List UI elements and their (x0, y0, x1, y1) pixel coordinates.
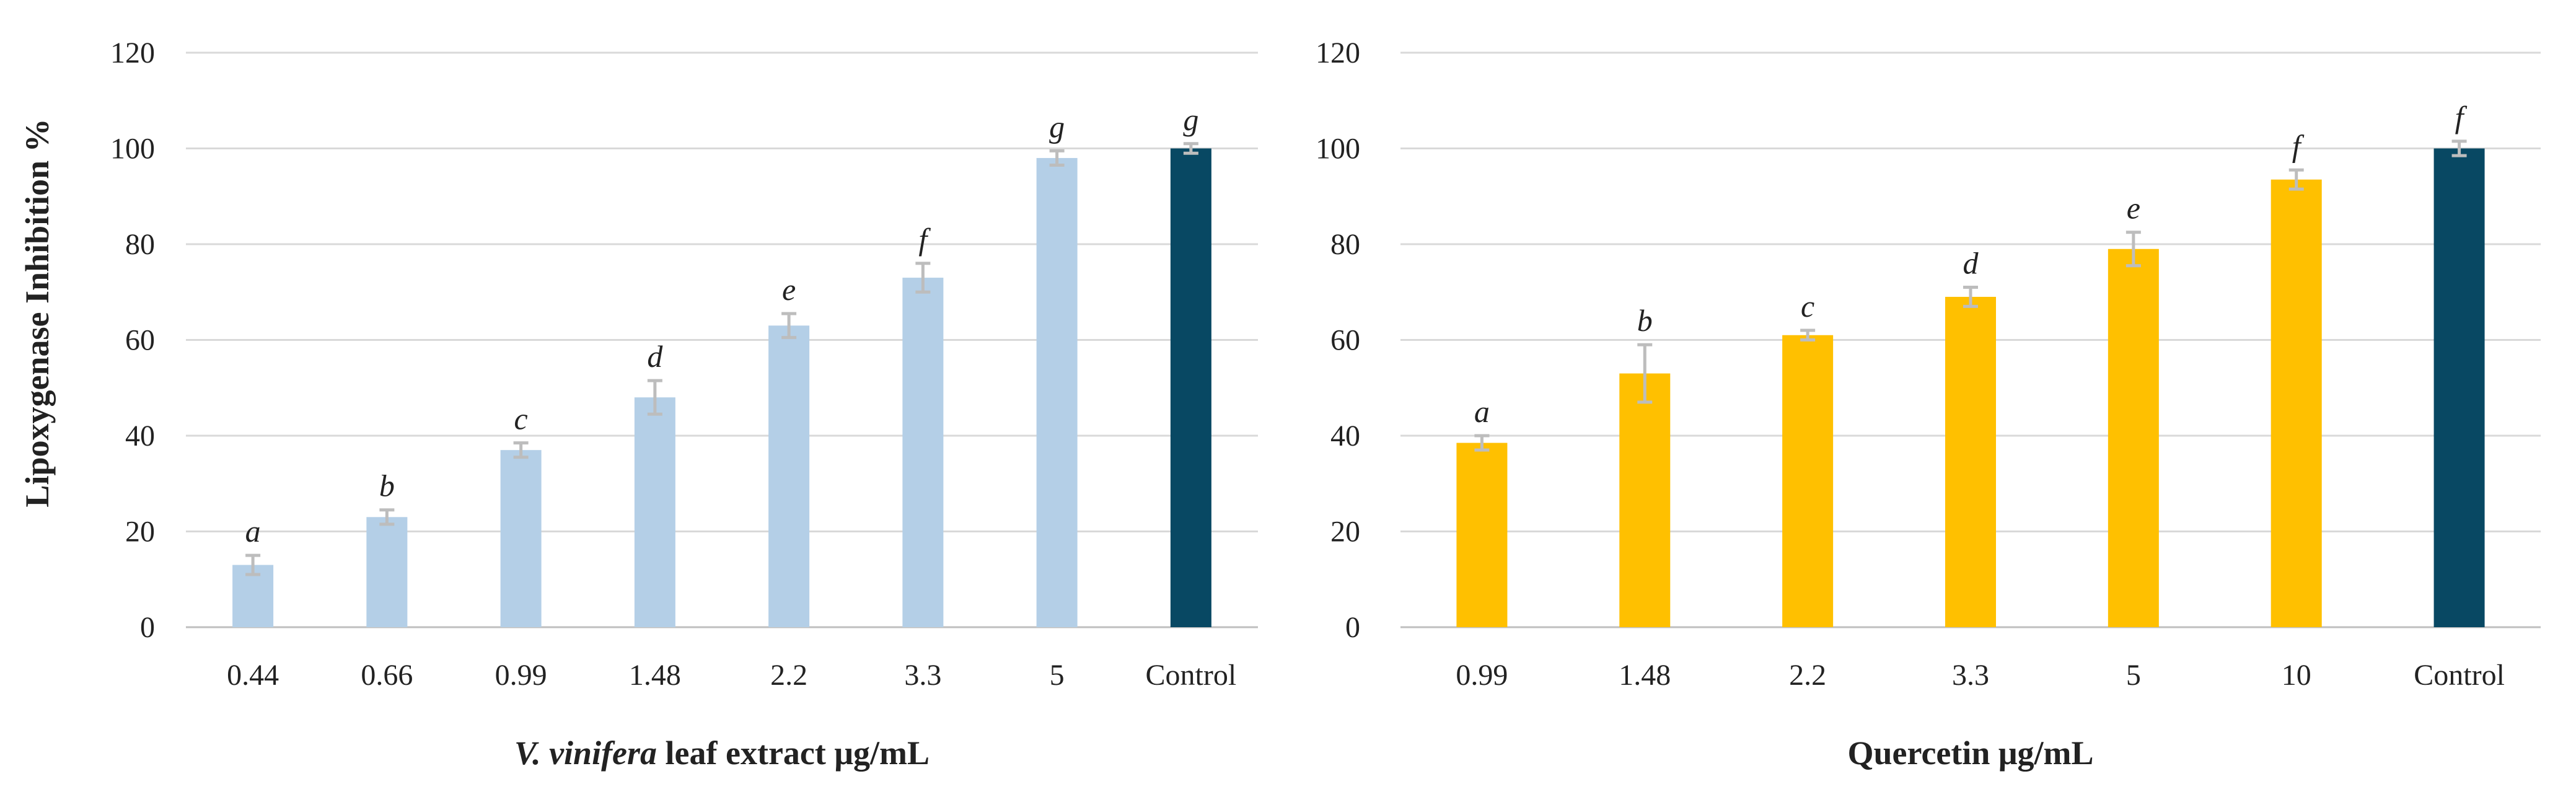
significance-letter: c (1801, 289, 1814, 324)
bar (902, 278, 944, 627)
y-tick-label: 80 (1330, 228, 1360, 261)
quercetin-chart: 0 20 40 60 80 100 120 a 0.99 b 1.48 c 2.2 d 3.3 e 5 f 10 f C… (1316, 37, 2541, 772)
significance-letter: e (2127, 191, 2140, 226)
bar (1782, 335, 1834, 627)
significance-letter: d (1963, 246, 1979, 281)
x-axis-label-units: leaf extract μg/mL (657, 734, 930, 772)
x-axis-label: Quercetin μg/mL (1847, 734, 2093, 772)
bar (768, 325, 810, 627)
x-axis-label-italic: V. vinifera (514, 734, 657, 772)
bar (1456, 443, 1508, 627)
significance-letter: e (782, 272, 796, 307)
significance-letter: b (379, 469, 395, 503)
x-tick-label: 1.48 (1619, 659, 1671, 692)
y-tick-label: 60 (125, 324, 155, 357)
significance-letter: b (1637, 303, 1653, 338)
y-tick-label: 20 (125, 516, 155, 548)
bar (1170, 148, 1211, 627)
significance-letter: g (1049, 109, 1065, 144)
y-tick-label: 0 (1345, 611, 1360, 644)
bar (1619, 373, 1671, 627)
bar (1945, 296, 1996, 628)
x-tick-label: 0.99 (495, 659, 547, 692)
x-tick-label: 0.66 (361, 659, 413, 692)
vvinifera-chart: 0 20 40 60 80 100 120 a 0.44 b 0.66 c 0.99 d 1.48 e 2.2 f… (110, 37, 1258, 772)
x-tick-label: 3.3 (904, 659, 941, 692)
significance-letter: a (245, 514, 261, 548)
significance-letter: g (1183, 102, 1198, 137)
x-axis-label-units: Quercetin μg/mL (1847, 734, 2093, 772)
bar (2108, 249, 2159, 628)
y-tick-label: 40 (125, 420, 155, 452)
x-tick-label: 0.99 (1456, 659, 1508, 692)
y-tick-label: 100 (110, 133, 155, 165)
significance-letter: f (2455, 100, 2468, 134)
x-tick-label: 2.2 (1789, 659, 1826, 692)
bar (634, 397, 675, 627)
y-tick-label: 20 (1330, 516, 1360, 548)
significance-letter: c (514, 402, 528, 436)
significance-letter: f (2292, 128, 2305, 163)
y-tick-label: 0 (140, 611, 155, 644)
x-tick-label: 10 (2282, 659, 2311, 692)
x-tick-label: 1.48 (629, 659, 681, 692)
bar (366, 517, 408, 627)
y-tick-label: 120 (1316, 37, 1360, 69)
x-tick-label: 3.3 (1952, 659, 1989, 692)
y-tick-label: 120 (110, 37, 155, 69)
bar (1036, 157, 1078, 627)
significance-letter: a (1474, 394, 1490, 429)
significance-letter: d (647, 339, 663, 374)
x-tick-label: Control (1146, 659, 1237, 692)
bar (500, 450, 542, 627)
x-tick-label: 0.44 (227, 659, 279, 692)
x-tick-label: 5 (2126, 659, 2141, 692)
y-tick-label: 80 (125, 228, 155, 261)
x-axis-label: V. vinifera leaf extract μg/mL (514, 734, 930, 772)
x-tick-label: 5 (1050, 659, 1065, 692)
y-tick-label: 60 (1330, 324, 1360, 357)
bar (2270, 179, 2322, 627)
y-tick-label: 100 (1316, 133, 1360, 165)
significance-letter: f (918, 222, 931, 257)
y-axis-label: Lipoxygenase Inhibition % (19, 118, 56, 507)
y-tick-label: 40 (1330, 420, 1360, 452)
bar (2433, 148, 2485, 627)
x-tick-label: 2.2 (770, 659, 807, 692)
x-tick-label: Control (2414, 659, 2505, 692)
